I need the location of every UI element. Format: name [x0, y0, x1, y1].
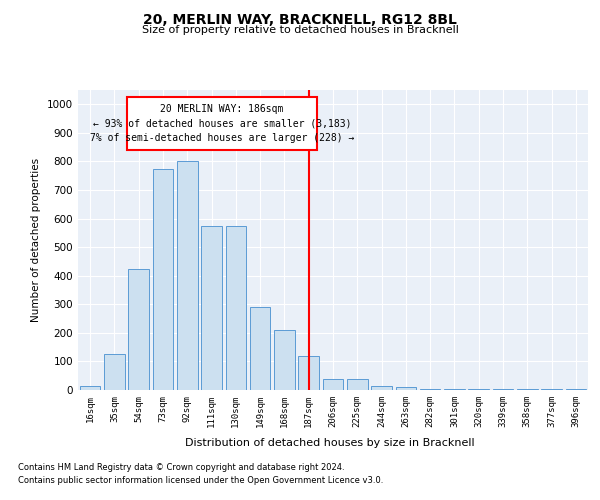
Text: 7% of semi-detached houses are larger (228) →: 7% of semi-detached houses are larger (2… [90, 134, 354, 143]
Bar [371, 386, 392, 390]
Bar [104, 354, 125, 390]
Bar [493, 389, 514, 390]
Bar [274, 330, 295, 390]
Bar [298, 356, 319, 390]
Bar [347, 378, 368, 390]
Bar [226, 226, 246, 390]
Bar [444, 388, 465, 390]
Bar [395, 387, 416, 390]
Bar [323, 378, 343, 390]
Text: 20 MERLIN WAY: 186sqm: 20 MERLIN WAY: 186sqm [160, 104, 284, 114]
Text: 20, MERLIN WAY, BRACKNELL, RG12 8BL: 20, MERLIN WAY, BRACKNELL, RG12 8BL [143, 12, 457, 26]
Bar [250, 307, 271, 390]
Bar [566, 388, 586, 390]
Bar [128, 268, 149, 390]
Bar [177, 162, 197, 390]
Text: ← 93% of detached houses are smaller (3,183): ← 93% of detached houses are smaller (3,… [92, 118, 351, 128]
Y-axis label: Number of detached properties: Number of detached properties [31, 158, 41, 322]
Bar [517, 389, 538, 390]
Bar [541, 389, 562, 390]
Bar [201, 226, 222, 390]
Text: Contains HM Land Registry data © Crown copyright and database right 2024.: Contains HM Land Registry data © Crown c… [18, 464, 344, 472]
Bar [80, 386, 100, 390]
Text: Contains public sector information licensed under the Open Government Licence v3: Contains public sector information licen… [18, 476, 383, 485]
Text: Distribution of detached houses by size in Bracknell: Distribution of detached houses by size … [185, 438, 475, 448]
Bar [152, 168, 173, 390]
Text: Size of property relative to detached houses in Bracknell: Size of property relative to detached ho… [142, 25, 458, 35]
Bar [127, 97, 317, 150]
Bar [420, 388, 440, 390]
Bar [469, 388, 489, 390]
